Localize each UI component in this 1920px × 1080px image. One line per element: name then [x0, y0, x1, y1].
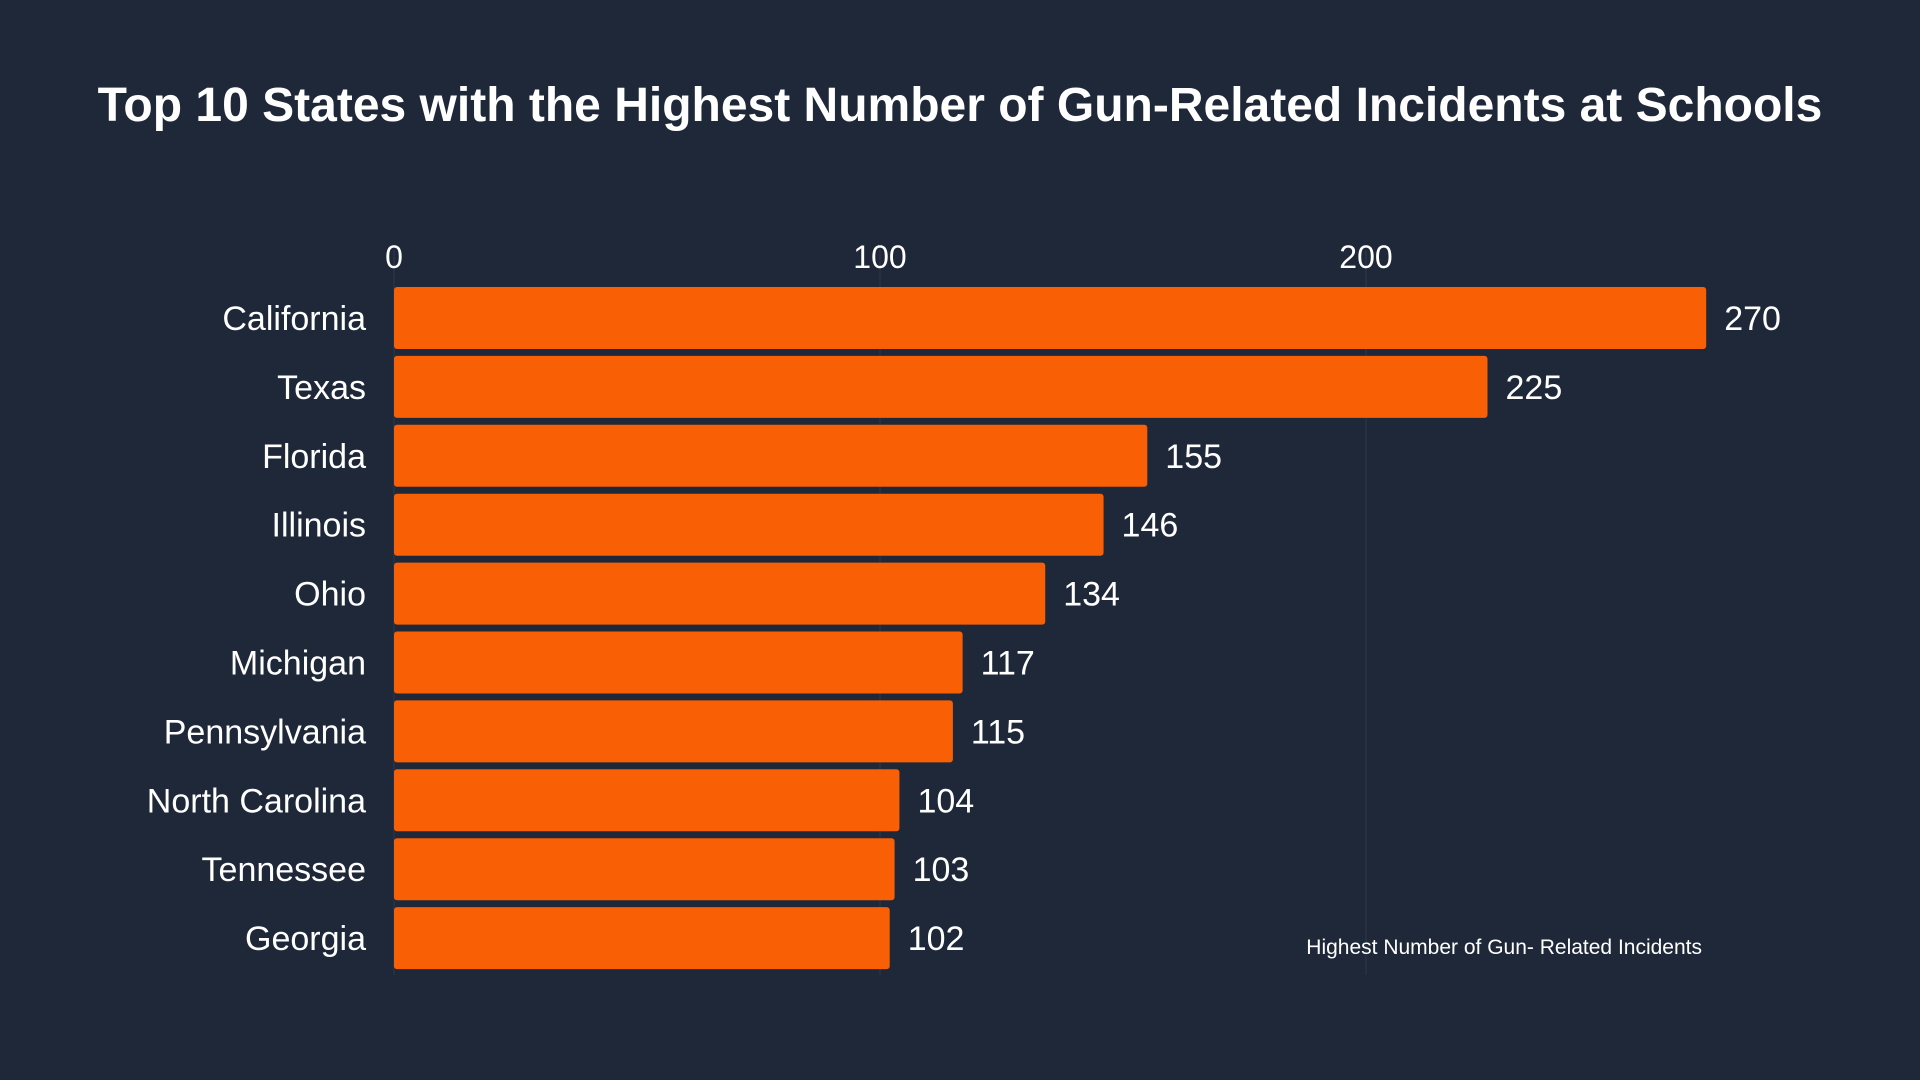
data-label: 115 — [971, 713, 1025, 751]
category-label: Pennsylvania — [164, 713, 366, 751]
category-label: Michigan — [230, 645, 366, 683]
x-axis-ticks: 0 100 200 — [385, 239, 1393, 275]
bar-georgia — [394, 907, 890, 970]
category-label: California — [222, 300, 366, 338]
category-label: Texas — [277, 369, 366, 407]
category-label: Florida — [262, 438, 366, 476]
bar-california — [394, 287, 1707, 349]
bar-texas — [394, 355, 1488, 418]
legend-label: Highest Number of Gun- Related Incidents — [1306, 936, 1702, 959]
category-label: Illinois — [272, 507, 366, 545]
data-label: 117 — [981, 645, 1035, 683]
x-tick-label: 200 — [1339, 239, 1392, 275]
data-label: 104 — [917, 782, 974, 820]
bar-michigan — [394, 631, 963, 694]
bar-pennsylvania — [394, 700, 953, 763]
bar-illinois — [394, 493, 1104, 556]
bar-north-carolina — [394, 769, 900, 832]
bar-florida — [394, 424, 1148, 487]
x-tick-label: 100 — [853, 239, 906, 275]
data-label: 225 — [1506, 369, 1563, 407]
data-label: 270 — [1724, 300, 1781, 338]
category-label: North Carolina — [147, 782, 366, 820]
data-label: 146 — [1122, 507, 1179, 545]
chart-title: Top 10 States with the Highest Number of… — [97, 79, 1823, 132]
category-labels: California Texas Florida Illinois Ohio Michig… — [147, 300, 366, 958]
data-label: 155 — [1165, 438, 1222, 476]
x-tick-label: 0 — [385, 239, 403, 275]
bar-ohio — [394, 562, 1046, 625]
bar-tennessee — [394, 838, 895, 901]
category-label: Ohio — [294, 576, 366, 614]
bars — [394, 287, 1707, 970]
category-label: Tennessee — [202, 851, 366, 889]
data-label: 102 — [908, 920, 965, 958]
category-label: Georgia — [245, 920, 366, 958]
data-label: 134 — [1063, 576, 1120, 614]
data-label: 103 — [913, 851, 970, 889]
